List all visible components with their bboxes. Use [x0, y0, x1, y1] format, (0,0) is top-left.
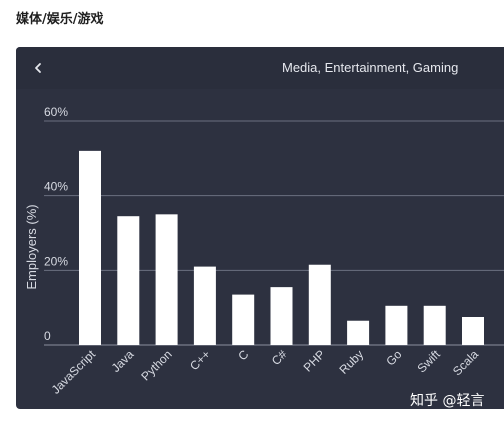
bar[interactable] [347, 320, 370, 345]
chart-title: Media, Entertainment, Gaming [282, 60, 459, 75]
y-tick-label: 40% [44, 180, 68, 194]
x-tick-label: Go [383, 347, 404, 368]
back-button[interactable] [24, 54, 52, 82]
x-tick-label: Python [138, 347, 174, 383]
y-axis-label: Employers (%) [24, 204, 39, 289]
watermark: 知乎 @轻言 [410, 393, 485, 409]
bar[interactable] [462, 317, 484, 345]
bar[interactable] [232, 294, 255, 345]
x-tick-label: PHP [301, 347, 328, 374]
bar[interactable] [193, 266, 216, 345]
x-tick-label: Scala [450, 347, 481, 378]
bar[interactable] [308, 264, 331, 345]
bar-chart: 0 20% 40% 60% Employers (%) JavaScript Java Pyt… [24, 105, 504, 397]
chevron-left-icon [35, 63, 41, 73]
x-tick-label: Java [109, 347, 137, 375]
x-tick-label: Ruby [337, 347, 367, 377]
bar[interactable] [155, 214, 178, 345]
bar[interactable] [117, 216, 140, 345]
bar[interactable] [385, 305, 408, 345]
bar[interactable] [270, 287, 293, 345]
y-tick-label: 60% [44, 105, 68, 119]
x-tick-label: C# [269, 347, 290, 368]
bar[interactable] [423, 305, 446, 345]
page-heading: 媒体/娱乐/游戏 [16, 12, 104, 27]
chart-panel: Media, Entertainment, Gaming 0 20% 40% 60% E… [16, 47, 504, 409]
x-tick-label: C [235, 347, 251, 363]
x-tick-label: C++ [187, 347, 213, 373]
y-tick-label: 0 [44, 329, 51, 343]
y-tick-label: 20% [44, 254, 68, 268]
bar[interactable] [79, 150, 101, 345]
x-tick-label: JavaScript [49, 347, 99, 397]
panel-header: Media, Entertainment, Gaming [16, 47, 504, 89]
x-tick-label: Swift [415, 347, 444, 376]
